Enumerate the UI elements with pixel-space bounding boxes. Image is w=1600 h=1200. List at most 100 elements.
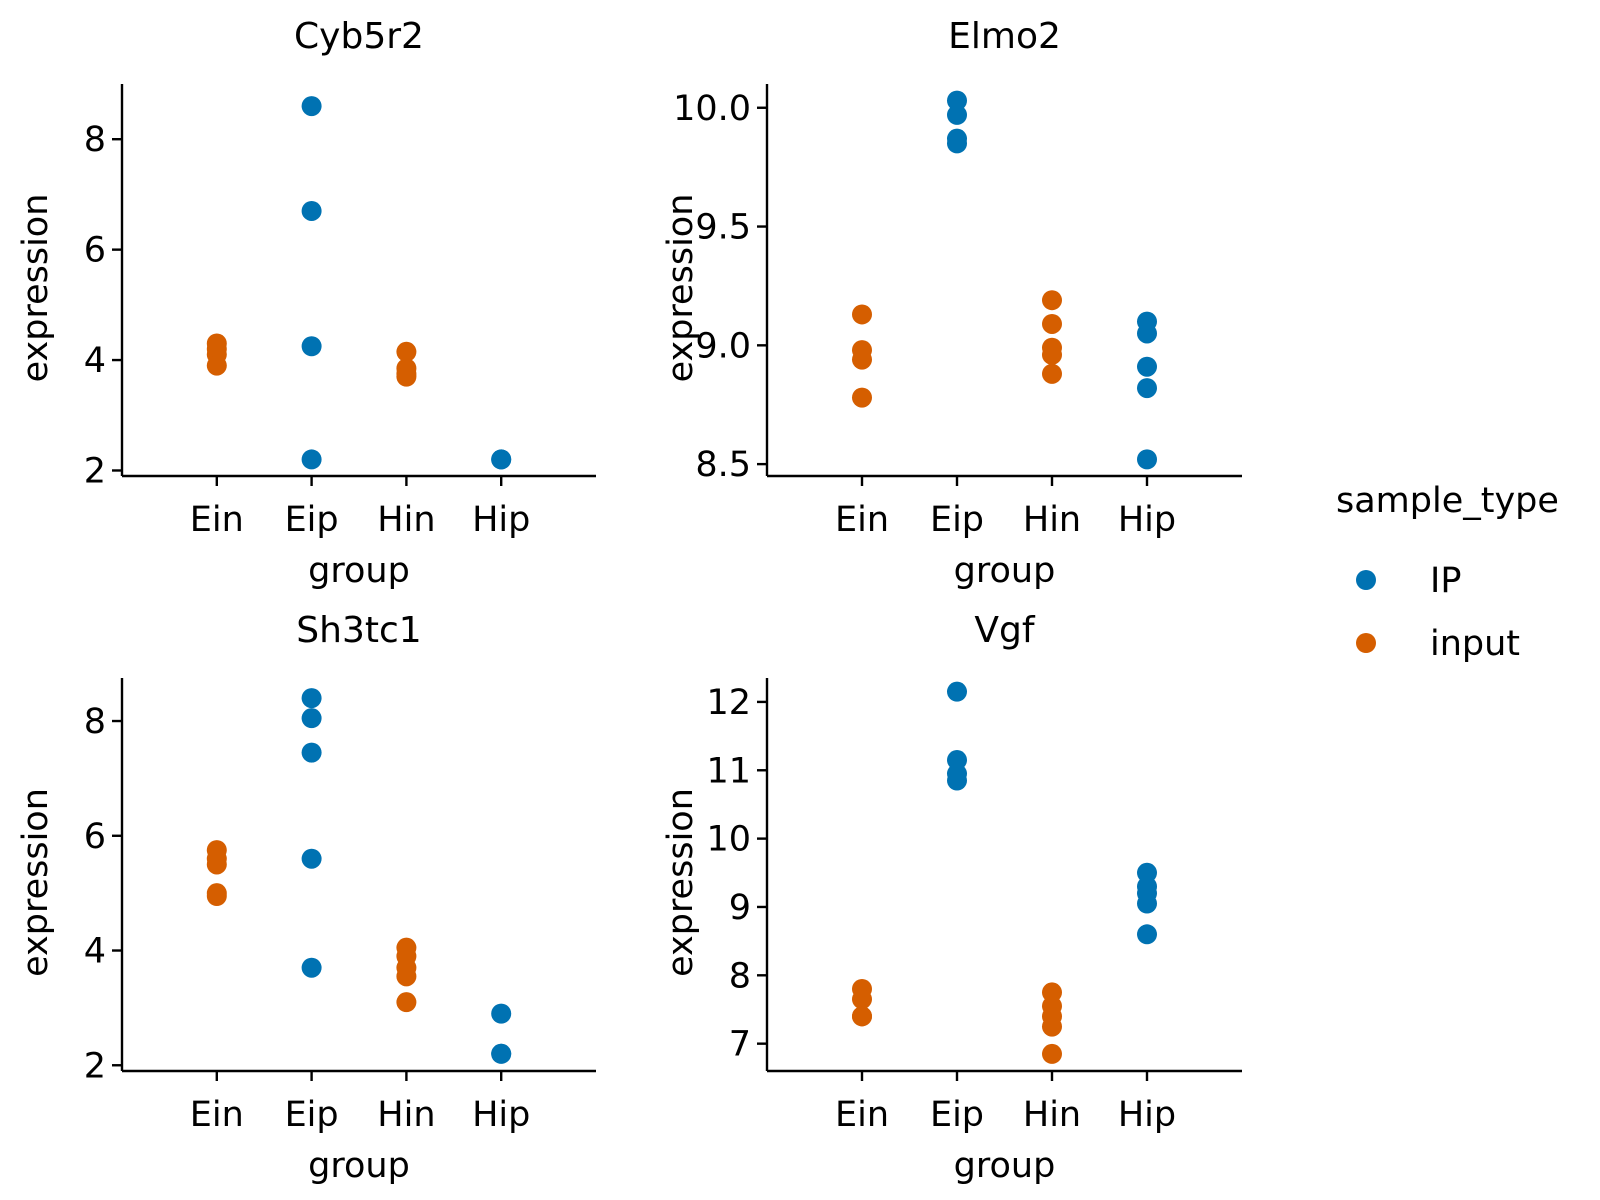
data-point xyxy=(947,770,967,791)
x-tick-label: Ein xyxy=(190,500,244,540)
legend-label-input: input xyxy=(1430,624,1520,664)
x-tick-label: Eip xyxy=(930,1095,984,1135)
data-point xyxy=(947,681,967,702)
x-tick-label: Hip xyxy=(472,1095,530,1135)
panel-title: Cyb5r2 xyxy=(294,16,424,57)
panel-cyb5r2: Cyb5r2 2 4 6 8 Ein Eip Hin Hip group expression xyxy=(16,16,596,591)
series-ip xyxy=(947,681,1157,945)
legend-label-ip: IP xyxy=(1430,561,1461,601)
y-tick-label: 9.0 xyxy=(695,326,751,366)
x-tick-label: Eip xyxy=(285,500,339,540)
x-tick-label: Ein xyxy=(835,1095,889,1135)
y-axis-title: expression xyxy=(16,194,56,383)
y-tick-label: 4 xyxy=(84,341,106,381)
data-point xyxy=(396,366,417,387)
data-point xyxy=(1137,356,1157,377)
data-point xyxy=(1137,378,1157,399)
panels: Cyb5r2 2 4 6 8 Ein Eip Hin Hip group expression Elm… xyxy=(16,16,1242,1186)
data-point xyxy=(1137,449,1157,470)
data-point xyxy=(947,104,967,125)
data-point xyxy=(1137,862,1157,883)
x-tick-label: Ein xyxy=(835,500,889,540)
y-tick-label: 12 xyxy=(706,683,751,723)
series-ip xyxy=(947,90,1157,470)
x-axis-title: group xyxy=(954,551,1056,591)
series-input xyxy=(206,840,417,1013)
data-point xyxy=(1042,363,1062,384)
x-axis-title: group xyxy=(308,551,410,591)
y-tick-label: 8.5 xyxy=(695,445,751,485)
data-point xyxy=(396,341,417,362)
data-point xyxy=(396,966,417,987)
y-tick-label: 10.0 xyxy=(673,89,751,129)
legend: sample_type IP input xyxy=(1336,481,1559,664)
data-point xyxy=(1137,924,1157,945)
data-point xyxy=(301,96,322,117)
legend-key-input xyxy=(1356,633,1376,653)
y-tick-label: 7 xyxy=(729,1025,751,1065)
x-tick-label: Hip xyxy=(472,500,530,540)
data-point xyxy=(396,992,417,1013)
data-point xyxy=(301,200,322,221)
y-axis-title: expression xyxy=(661,788,701,977)
panel-vgf: Vgf 7 8 9 10 11 12 Ein Eip Hin Hip group expression xyxy=(661,610,1242,1186)
data-point xyxy=(1137,893,1157,914)
y-tick-label: 2 xyxy=(84,1046,106,1086)
series-ip xyxy=(301,96,512,470)
y-axis-title: expression xyxy=(661,194,701,383)
legend-key-ip xyxy=(1356,570,1376,590)
y-tick-label: 8 xyxy=(84,120,106,160)
data-point xyxy=(301,449,322,470)
y-tick-label: 4 xyxy=(84,932,106,972)
data-point xyxy=(1042,982,1062,1003)
data-point xyxy=(301,688,322,709)
x-tick-label: Hin xyxy=(1023,500,1081,540)
y-tick-label: 9 xyxy=(729,888,751,928)
x-tick-label: Hin xyxy=(1023,1095,1081,1135)
y-axis-title: expression xyxy=(16,788,56,977)
data-point xyxy=(1042,344,1062,365)
data-point xyxy=(852,989,872,1010)
data-point xyxy=(852,349,872,370)
data-point xyxy=(206,854,227,875)
data-point xyxy=(1042,1043,1062,1064)
y-tick-label: 10 xyxy=(706,820,751,860)
x-tick-label: Ein xyxy=(190,1095,244,1135)
data-point xyxy=(1042,1016,1062,1037)
data-point xyxy=(206,355,227,376)
data-point xyxy=(1137,323,1157,344)
series-input xyxy=(852,978,1062,1064)
panel-title: Vgf xyxy=(974,610,1035,651)
data-point xyxy=(852,387,872,408)
data-point xyxy=(852,304,872,325)
panel-elmo2: Elmo2 8.5 9.0 9.5 10.0 Ein Eip Hin Hip group expre… xyxy=(661,16,1242,591)
y-tick-label: 8 xyxy=(729,956,751,996)
data-point xyxy=(947,750,967,771)
x-axis-title: group xyxy=(308,1146,410,1186)
x-tick-label: Eip xyxy=(930,500,984,540)
data-point xyxy=(301,708,322,729)
data-point xyxy=(301,848,322,869)
panel-sh3tc1: Sh3tc1 2 4 6 8 Ein Eip Hin Hip group expression xyxy=(16,610,596,1186)
x-tick-label: Hin xyxy=(377,500,435,540)
y-tick-label: 6 xyxy=(84,231,106,271)
data-point xyxy=(301,957,322,978)
x-tick-label: Hip xyxy=(1118,500,1176,540)
series-ip xyxy=(301,688,512,1064)
series-input xyxy=(206,333,417,387)
data-point xyxy=(1042,290,1062,311)
data-point xyxy=(1042,313,1062,334)
data-point xyxy=(852,1006,872,1027)
series-input xyxy=(852,290,1062,408)
data-point xyxy=(491,1003,512,1024)
data-point xyxy=(301,336,322,357)
x-tick-label: Hin xyxy=(377,1095,435,1135)
data-point xyxy=(947,90,967,111)
data-point xyxy=(491,449,512,470)
y-tick-label: 11 xyxy=(706,751,751,791)
y-tick-label: 6 xyxy=(84,817,106,857)
legend-title: sample_type xyxy=(1336,481,1559,521)
y-tick-label: 2 xyxy=(84,451,106,491)
panel-title: Elmo2 xyxy=(948,16,1061,57)
